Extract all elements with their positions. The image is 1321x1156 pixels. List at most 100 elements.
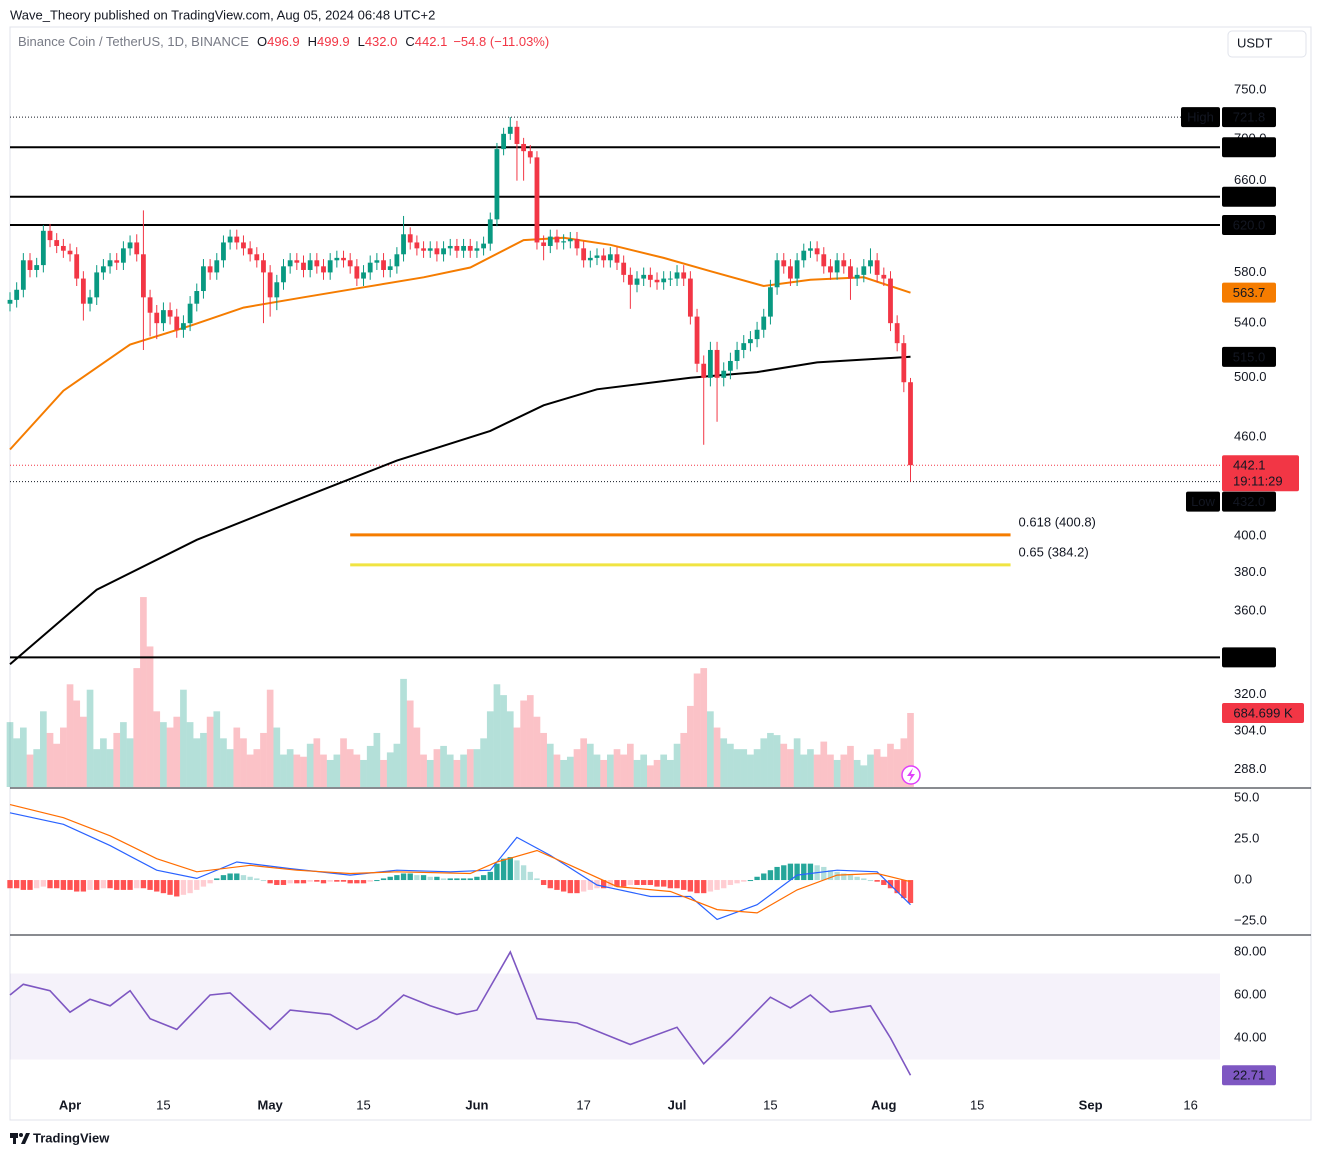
macd-histogram-bar bbox=[687, 880, 694, 892]
macd-histogram-bar bbox=[427, 876, 433, 881]
volume-bar bbox=[860, 765, 868, 787]
volume-bar bbox=[353, 754, 361, 787]
volume-bar bbox=[873, 749, 881, 787]
candle-body bbox=[567, 238, 573, 242]
candle-body bbox=[534, 157, 540, 243]
volume-bar bbox=[640, 754, 648, 787]
candle-body bbox=[234, 236, 240, 243]
volume-bar bbox=[140, 597, 147, 787]
volume-bar bbox=[166, 727, 174, 787]
macd-histogram-bar bbox=[380, 878, 387, 881]
volume-bar bbox=[880, 756, 888, 787]
indicator-line bbox=[9, 355, 911, 666]
x-tick-label: 15 bbox=[356, 1097, 370, 1112]
level-label-box bbox=[1222, 186, 1276, 207]
candle-body bbox=[781, 260, 787, 267]
macd-histogram-bar bbox=[407, 873, 413, 881]
volume-bar bbox=[586, 743, 594, 787]
volume-bar bbox=[133, 668, 141, 787]
volume-bar bbox=[20, 727, 27, 787]
macd-histogram-bar bbox=[494, 863, 500, 881]
macd-histogram-bar bbox=[20, 880, 27, 890]
volume-bar bbox=[853, 759, 861, 787]
macd-histogram-bar bbox=[460, 878, 467, 881]
candle-body bbox=[434, 248, 440, 255]
macd-histogram-bar bbox=[440, 878, 447, 881]
volume-bar bbox=[760, 738, 768, 787]
low-title: Low bbox=[1191, 494, 1215, 509]
candle-body bbox=[267, 272, 273, 298]
candle-body bbox=[7, 299, 13, 304]
currency-button[interactable] bbox=[1227, 30, 1307, 58]
volume-bar bbox=[713, 727, 721, 787]
volume-bar bbox=[680, 732, 688, 787]
volume-bar bbox=[93, 749, 101, 787]
macd-histogram-bar bbox=[454, 878, 460, 881]
candle-body bbox=[120, 248, 126, 263]
legend-value: 442.1 bbox=[415, 34, 448, 49]
volume-bar bbox=[80, 716, 87, 787]
volume-bar bbox=[506, 711, 514, 787]
indicator-line bbox=[9, 812, 911, 921]
candle-body bbox=[181, 323, 186, 330]
macd-histogram-bar bbox=[287, 880, 293, 884]
candle-body bbox=[20, 260, 26, 290]
volume-bar bbox=[160, 722, 167, 787]
volume-bar bbox=[653, 759, 661, 787]
y-tick-label: 580.0 bbox=[1234, 264, 1267, 279]
y-tick-label: 60.00 bbox=[1234, 986, 1267, 1001]
y-tick-label: 660.0 bbox=[1234, 172, 1267, 187]
level-label: 620.0 bbox=[1233, 217, 1266, 232]
candle-body bbox=[868, 260, 873, 267]
candle-body bbox=[768, 287, 773, 317]
macd-histogram-bar bbox=[334, 880, 340, 882]
macd-histogram-bar bbox=[294, 880, 300, 884]
volume-bar bbox=[560, 759, 567, 787]
candle-body bbox=[100, 266, 106, 273]
volume-bar bbox=[620, 754, 628, 787]
volume-bar bbox=[460, 754, 467, 787]
volume-bar bbox=[767, 732, 774, 787]
candle-body bbox=[627, 274, 633, 285]
candle-body bbox=[701, 363, 707, 378]
y-tick-label: 304.0 bbox=[1234, 723, 1267, 738]
volume-bar bbox=[780, 743, 788, 787]
volume-bar bbox=[186, 722, 194, 787]
volume-bar bbox=[453, 759, 461, 787]
candle-body bbox=[514, 126, 520, 144]
macd-histogram-bar bbox=[787, 863, 794, 881]
volume-bar bbox=[773, 735, 781, 787]
macd-histogram-bar bbox=[434, 876, 440, 881]
lightning-icon[interactable] bbox=[901, 765, 921, 785]
volume-bar bbox=[100, 738, 107, 787]
candle-body bbox=[107, 260, 113, 267]
candle-body bbox=[587, 257, 593, 261]
volume-label: 684.699 K bbox=[1233, 705, 1293, 720]
volume-bar bbox=[426, 759, 434, 787]
candle-body bbox=[487, 219, 493, 244]
macd-histogram-bar bbox=[734, 880, 740, 884]
macd-histogram-bar bbox=[207, 880, 213, 884]
volume-bar bbox=[593, 754, 601, 787]
high-title-box bbox=[1181, 107, 1220, 128]
macd-histogram-bar bbox=[747, 880, 754, 882]
brand-name: TradingView bbox=[33, 1130, 110, 1145]
candle-body bbox=[788, 266, 793, 279]
candle-body bbox=[881, 274, 887, 279]
ma-label-box bbox=[1222, 282, 1276, 303]
volume-bar bbox=[480, 738, 487, 787]
volume-label-box bbox=[1222, 702, 1304, 723]
candle-body bbox=[607, 254, 613, 261]
volume-bar bbox=[260, 732, 267, 787]
volume-bar bbox=[673, 743, 681, 787]
currency-label[interactable]: USDT bbox=[1237, 35, 1272, 50]
volume-bar bbox=[46, 732, 54, 787]
macd-histogram-bar bbox=[881, 880, 887, 885]
macd-histogram-bar bbox=[94, 880, 100, 890]
volume-bar bbox=[907, 712, 914, 787]
candle-body bbox=[774, 260, 780, 288]
x-tick-label: Jun bbox=[465, 1097, 488, 1112]
macd-histogram-bar bbox=[227, 873, 233, 881]
volume-bar bbox=[393, 743, 401, 787]
macd-histogram-bar bbox=[527, 871, 533, 881]
